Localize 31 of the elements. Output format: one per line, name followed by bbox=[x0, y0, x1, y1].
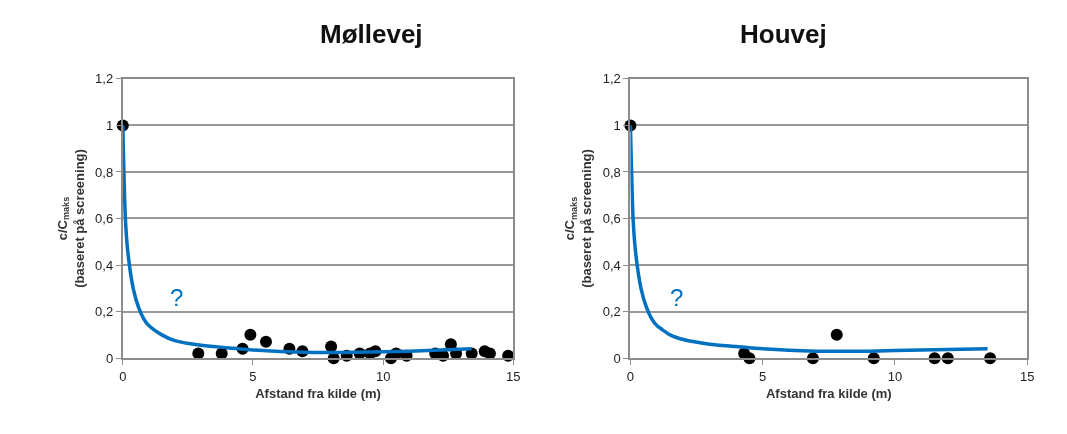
point bbox=[830, 328, 843, 341]
x-tick-label: 0 bbox=[119, 368, 127, 384]
chart-title: Møllevej bbox=[320, 19, 423, 49]
chart-title: Houvej bbox=[740, 19, 827, 49]
x-tick-label: 0 bbox=[626, 368, 635, 384]
x-axis-title: Afstand fra kilde (m) bbox=[255, 385, 381, 401]
x-tick-label: 10 bbox=[887, 368, 903, 384]
y-tick-label: 0,6 bbox=[95, 211, 114, 227]
y-tick-label: 1 bbox=[105, 117, 114, 133]
x-tick-label: 5 bbox=[249, 368, 257, 384]
x-tick-label: 10 bbox=[375, 368, 391, 384]
y-tick-label: 0,4 bbox=[602, 257, 621, 273]
y-tick-label: 0,8 bbox=[95, 164, 114, 180]
y-tick-label: 0,2 bbox=[95, 304, 114, 320]
y-tick-label: 0,6 bbox=[602, 211, 621, 227]
y-tick-label: 0,2 bbox=[602, 304, 621, 320]
y-tick-label: 0,8 bbox=[602, 164, 621, 180]
y-tick-label: 1 bbox=[613, 117, 621, 133]
x-tick-label: 5 bbox=[759, 368, 767, 384]
point bbox=[244, 328, 257, 341]
y-tick-label: 0 bbox=[613, 350, 621, 366]
x-tick-label: 15 bbox=[1019, 368, 1035, 384]
y-tick-label: 1,2 bbox=[602, 71, 621, 87]
y-tick-label: 0,4 bbox=[95, 257, 114, 273]
point bbox=[260, 335, 272, 348]
x-tick-label: 15 bbox=[506, 368, 521, 384]
x-axis-title: Afstand fra kilde (m) bbox=[765, 385, 892, 401]
annotation: ? bbox=[670, 284, 684, 311]
y-tick-label: 0 bbox=[105, 350, 114, 366]
y-tick-label: 1,2 bbox=[95, 71, 114, 87]
annotation: ? bbox=[170, 284, 184, 311]
